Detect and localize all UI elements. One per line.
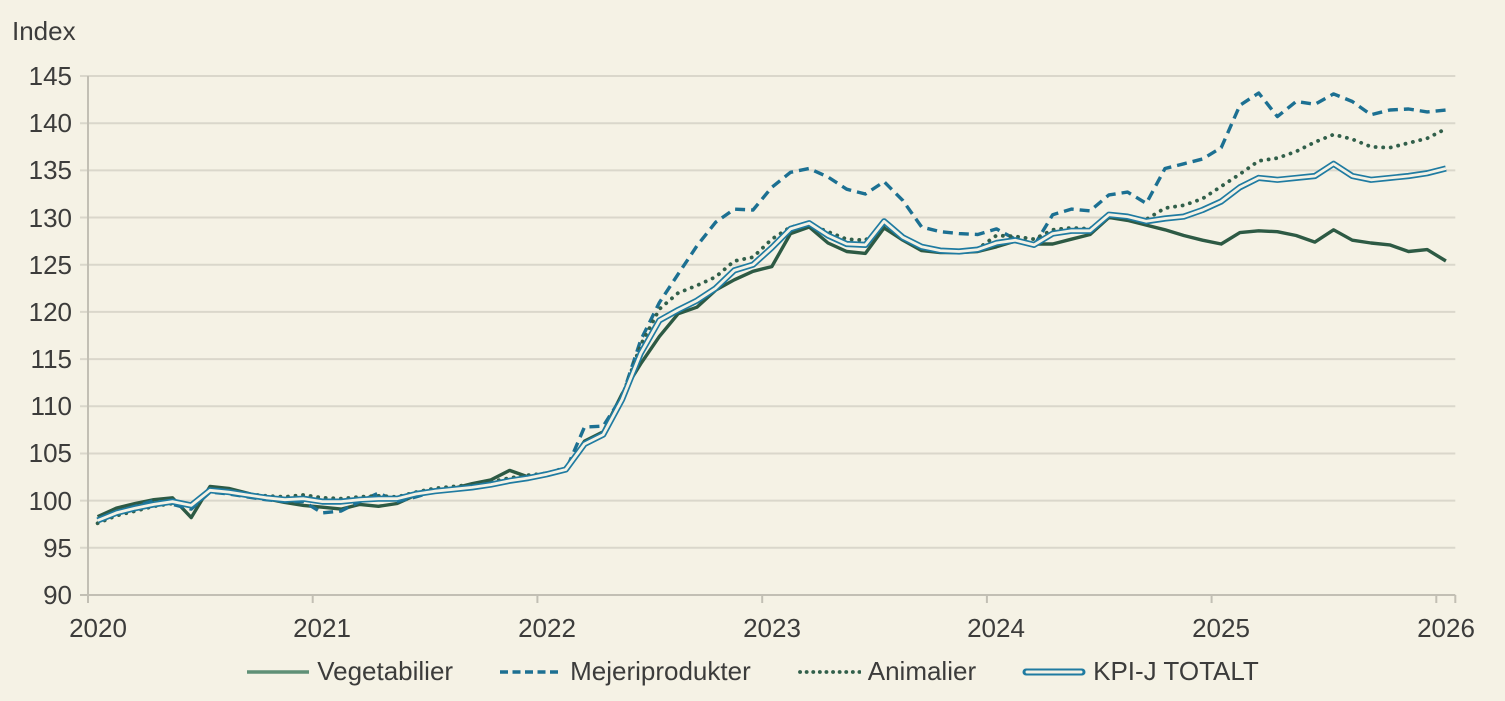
x-tick-label: 2023: [743, 613, 801, 643]
y-tick-label: 140: [28, 108, 72, 138]
y-tick-label: 130: [28, 203, 72, 233]
legend-swatch-double-line: [1022, 668, 1086, 675]
legend-label: Vegetabilier: [317, 656, 454, 686]
x-tick-label: 2022: [518, 613, 576, 643]
y-tick-label: 135: [28, 155, 72, 185]
y-tick-label: 110: [30, 391, 72, 421]
y-tick-label: 95: [43, 533, 72, 563]
legend-label: Mejeriprodukter: [570, 656, 751, 686]
legend-item-mejeriprodukter: Mejeriprodukter: [499, 656, 751, 687]
x-tick-label: 2024: [967, 613, 1025, 643]
legend-item-animalier: Animalier: [797, 656, 976, 687]
y-tick-label: 100: [28, 486, 72, 516]
x-tick-label: 2026: [1417, 613, 1475, 643]
y-tick-label: 125: [28, 250, 72, 280]
legend-swatch-dotted-line: [797, 669, 861, 674]
y-tick-label: 120: [28, 297, 72, 327]
legend-label: Animalier: [867, 656, 977, 686]
y-tick-label: 145: [28, 61, 72, 91]
legend-item-vegetabilier: Vegetabilier: [246, 656, 453, 687]
y-tick-label: 90: [43, 580, 72, 610]
y-tick-label: 105: [28, 438, 72, 468]
legend-swatch-dashed-line: [500, 669, 563, 674]
legend-swatch-solid-line: [247, 669, 310, 674]
x-tick-label: 2020: [69, 613, 127, 643]
x-tick-label: 2021: [293, 613, 351, 643]
y-axis-title: Index: [12, 16, 76, 46]
x-tick-label: 2025: [1192, 613, 1250, 643]
y-tick-label: 115: [30, 344, 72, 374]
legend-item-kpi-j-totalt: KPI-J TOTALT: [1022, 656, 1259, 687]
legend-label: KPI-J TOTALT: [1093, 656, 1259, 686]
chart-legend: Vegetabilier Mejeriprodukter Animalier KPI-…: [0, 656, 1505, 687]
